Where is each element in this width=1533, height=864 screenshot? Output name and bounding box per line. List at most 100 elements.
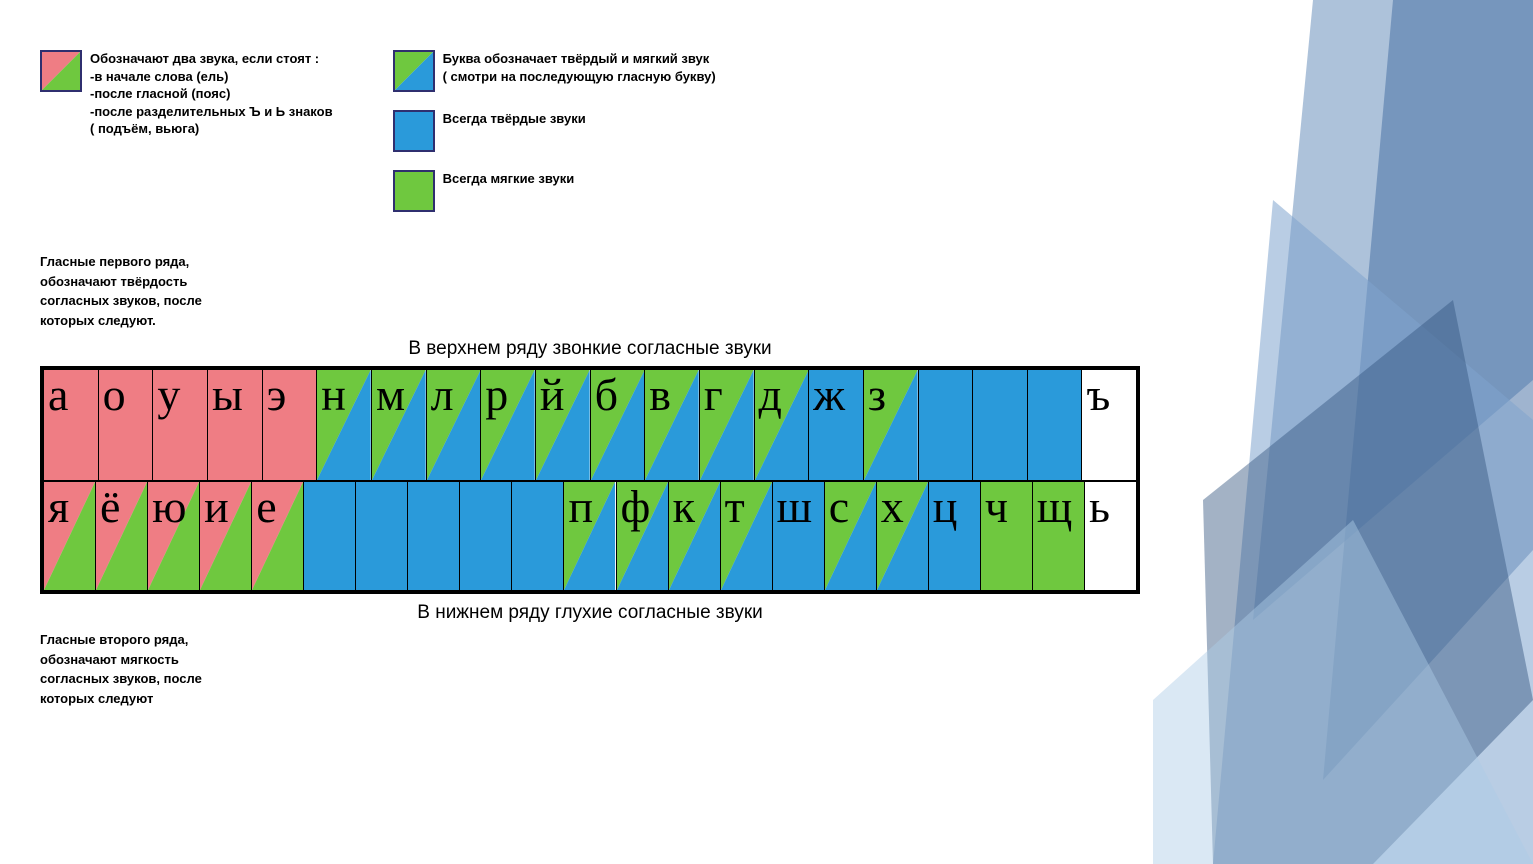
cell-letter: б [591,370,618,418]
chart-cell: д [755,370,810,480]
chart-cell [919,370,974,480]
cell-letter: ц [929,482,958,530]
chart-cell [973,370,1028,480]
cell-letter: п [564,482,593,530]
cell-letter: ы [208,370,243,418]
legend-text-two-sounds: Обозначают два звука, если стоят :-в нач… [90,50,333,138]
swatch-0 [393,50,435,92]
cell-letter: и [200,482,229,530]
chart-cell: э [263,370,318,480]
chart-cell: н [317,370,372,480]
cell-letter: м [372,370,405,418]
legend-left-column: Обозначают два звука, если стоят :-в нач… [40,50,333,212]
chart-cell: ш [773,482,825,590]
cell-letter: о [99,370,126,418]
legend-right-column: Буква обозначает твёрдый и мягкий звук( … [393,50,716,212]
chart-cell: ь [1085,482,1136,590]
chart-cell: я [44,482,96,590]
cell-letter: к [669,482,695,530]
cell-letter: л [427,370,454,418]
legend-item-0: Буква обозначает твёрдый и мягкий звук( … [393,50,716,92]
cell-bg [512,482,563,590]
chart-cell: й [536,370,591,480]
alphabet-chart: аоуыэ н м л р й б в г дж з ъ я ё ю [40,366,1140,594]
chart-cell: б [591,370,646,480]
chart-cell: в [645,370,700,480]
caption-top: В верхнем ряду звонкие согласные звуки [40,338,1140,360]
chart-cell: а [44,370,99,480]
note-second-row-vowels: Гласные второго ряда, обозначают мягкост… [40,630,250,708]
cell-letter: т [721,482,745,530]
chart-cell: ц [929,482,981,590]
chart-cell: з [864,370,919,480]
cell-bg [919,370,973,480]
legend-text-2: Всегда мягкие звуки [443,170,575,188]
cell-letter: х [877,482,904,530]
cell-letter: я [44,482,69,530]
chart-cell [304,482,356,590]
cell-letter: ъ [1082,370,1110,418]
note-first-row-vowels: Гласные первого ряда, обозначают твёрдос… [40,252,250,330]
chart-cell: е [252,482,304,590]
cell-letter: д [755,370,782,418]
cell-letter: й [536,370,565,418]
swatch-2 [393,170,435,212]
cell-letter: в [645,370,671,418]
content-area: Обозначают два звука, если стоят :-в нач… [40,50,1140,708]
chart-cell: м [372,370,427,480]
chart-cell: р [481,370,536,480]
swatch-1 [393,110,435,152]
legend-text-1: Всегда твёрдые звуки [443,110,586,128]
cell-letter: н [317,370,346,418]
cell-letter: з [864,370,886,418]
chart-cell: ъ [1082,370,1136,480]
caption-bottom: В нижнем ряду глухие согласные звуки [40,602,1140,624]
chart-cell: ы [208,370,263,480]
cell-bg [973,370,1027,480]
chart-cell: л [427,370,482,480]
chart-cell: ё [96,482,148,590]
legend-item-two-sounds: Обозначают два звука, если стоят :-в нач… [40,50,333,138]
cell-bg [356,482,407,590]
chart-cell: ч [981,482,1033,590]
cell-bg [304,482,355,590]
chart-cell: г [700,370,755,480]
chart-cell [408,482,460,590]
cell-letter: г [700,370,723,418]
cell-letter: ь [1085,482,1110,530]
chart-cell [1028,370,1083,480]
chart-row-1: я ё ю и е п ф к тш с хцчщь [44,480,1136,590]
chart-cell: т [721,482,773,590]
chart-cell: ф [617,482,669,590]
swatch-pink-green [40,50,82,92]
cell-bg [408,482,459,590]
chart-cell [512,482,564,590]
cell-bg [1028,370,1082,480]
chart-cell: щ [1033,482,1085,590]
decorative-shards [1153,0,1533,864]
chart-cell: ю [148,482,200,590]
chart-row-0: аоуыэ н м л р й б в г дж з ъ [44,370,1136,480]
chart-cell: к [669,482,721,590]
chart-cell: у [153,370,208,480]
cell-letter: щ [1033,482,1072,530]
cell-letter: ф [617,482,651,530]
chart-cell: с [825,482,877,590]
cell-letter: ш [773,482,812,530]
cell-letter: ё [96,482,120,530]
legend-text-0: Буква обозначает твёрдый и мягкий звук( … [443,50,716,85]
cell-letter: ю [148,482,186,530]
chart-cell: ж [809,370,864,480]
cell-letter: ч [981,482,1008,530]
cell-letter: с [825,482,849,530]
legend-area: Обозначают два звука, если стоят :-в нач… [40,50,1140,212]
cell-letter: э [263,370,287,418]
cell-letter: а [44,370,68,418]
chart-cell [356,482,408,590]
cell-letter: е [252,482,276,530]
legend-item-2: Всегда мягкие звуки [393,170,716,212]
chart-cell: п [564,482,616,590]
cell-letter: у [153,370,180,418]
cell-letter: р [481,370,508,418]
cell-bg [460,482,511,590]
